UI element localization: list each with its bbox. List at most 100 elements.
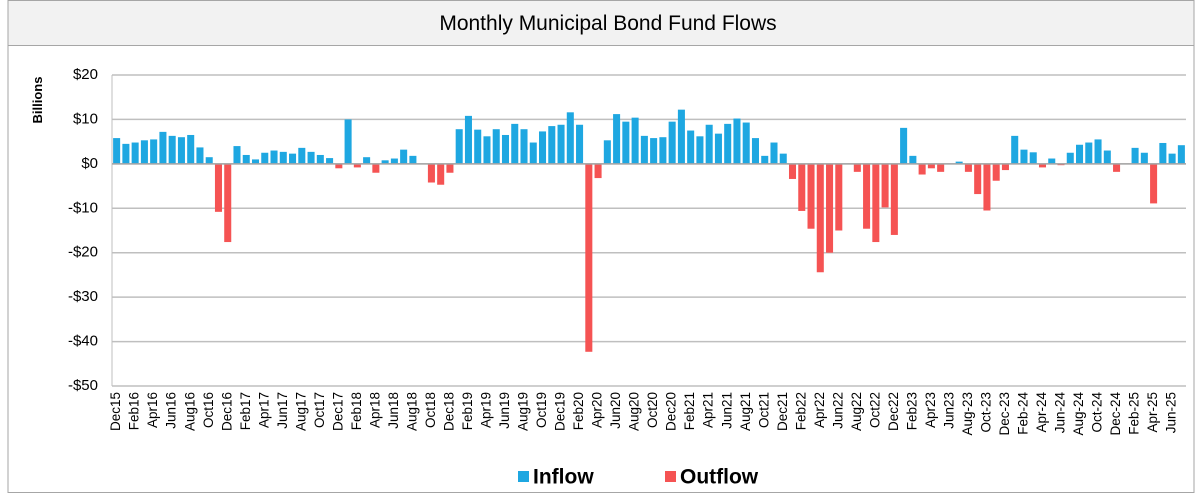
bar — [446, 163, 454, 173]
bar — [881, 163, 889, 208]
bar — [492, 129, 500, 164]
bar — [1011, 135, 1019, 164]
bar — [381, 160, 389, 164]
x-tick-label: Dec22 — [886, 392, 901, 431]
x-tick-label: Apr22 — [812, 392, 827, 428]
x-tick-label: Oct19 — [534, 392, 549, 428]
x-tick-label: Oct22 — [867, 392, 882, 428]
bar — [474, 129, 482, 164]
bar — [659, 137, 667, 164]
bar — [242, 154, 250, 164]
x-tick-label: Aug18 — [404, 392, 419, 431]
bar — [214, 163, 222, 212]
bar — [539, 131, 547, 164]
x-tick-label: Aug-23 — [960, 392, 975, 436]
x-tick-label: Oct16 — [201, 392, 216, 428]
x-tick-label: Feb21 — [682, 392, 697, 430]
x-tick-label: Oct-24 — [1090, 392, 1105, 433]
bar — [594, 163, 602, 179]
bar — [122, 143, 130, 164]
bar — [863, 163, 871, 229]
x-tick-label: Feb-25 — [1127, 392, 1142, 435]
bar — [1001, 163, 1009, 171]
bar — [761, 155, 769, 164]
bar — [326, 158, 334, 164]
bar — [1113, 163, 1121, 172]
bar — [909, 155, 917, 164]
x-tick-label: Oct18 — [423, 392, 438, 428]
bar — [937, 163, 945, 172]
bar — [289, 153, 297, 164]
bar — [640, 135, 648, 164]
y-tick-label: -$10 — [68, 199, 98, 216]
bar — [196, 147, 204, 164]
x-tick-label: Oct-23 — [979, 392, 994, 433]
bar — [751, 138, 759, 164]
bar — [1094, 139, 1102, 164]
y-tick-label: $20 — [73, 66, 98, 83]
bar — [427, 163, 435, 183]
title-bar — [7, 0, 1195, 46]
y-tick-label: $10 — [73, 110, 98, 127]
bar — [1066, 152, 1074, 164]
bar — [1103, 150, 1111, 164]
x-tick-label: Apr16 — [145, 392, 160, 428]
bar — [270, 150, 278, 164]
y-tick-label: -$50 — [68, 377, 98, 394]
x-tick-label: Apr18 — [367, 392, 382, 428]
x-tick-label: Oct20 — [645, 392, 660, 428]
x-tick-label: Jun-24 — [1053, 392, 1068, 434]
bar — [409, 155, 417, 164]
legend-swatch — [518, 471, 529, 482]
bar — [483, 136, 491, 164]
bar — [372, 163, 380, 173]
bar — [992, 163, 1000, 181]
bar — [529, 142, 537, 164]
bar — [1038, 163, 1047, 168]
bar — [557, 124, 565, 164]
bar — [955, 161, 963, 164]
x-tick-label: Jun-25 — [1164, 392, 1179, 433]
bar — [464, 115, 472, 164]
bar — [1150, 163, 1158, 204]
bar — [316, 154, 324, 164]
y-tick-label: $0 — [81, 155, 98, 172]
bar — [1177, 145, 1185, 164]
bar — [714, 133, 722, 164]
x-tick-label: Aug16 — [182, 392, 197, 431]
bar — [798, 163, 806, 211]
x-tick-label: Aug21 — [738, 392, 753, 431]
bar — [696, 136, 704, 164]
bar — [251, 159, 260, 164]
bar — [733, 118, 741, 164]
bar — [918, 163, 926, 175]
x-tick-label: Aug-24 — [1071, 392, 1086, 436]
y-tick-label: -$20 — [68, 244, 98, 261]
bar — [511, 123, 519, 164]
bar — [964, 163, 972, 172]
x-tick-label: Dec20 — [664, 392, 679, 431]
bar — [353, 163, 361, 168]
x-tick-label: Apr19 — [479, 392, 494, 428]
x-tick-label: Apr23 — [923, 392, 938, 428]
bar — [705, 124, 713, 164]
bar — [724, 123, 732, 164]
legend-swatch — [665, 471, 676, 482]
bar — [631, 117, 639, 164]
bar — [890, 163, 898, 235]
x-tick-label: Dec-24 — [1108, 392, 1123, 436]
x-tick-label: Jun16 — [164, 392, 179, 429]
x-tick-label: Aug20 — [627, 392, 642, 431]
y-axis-label: Billions — [30, 77, 45, 124]
x-tick-label: Feb-24 — [1016, 392, 1031, 435]
x-tick-label: Apr-24 — [1034, 392, 1049, 433]
bar — [177, 137, 185, 164]
bar — [520, 129, 528, 164]
x-tick-label: Aug22 — [849, 392, 864, 431]
x-tick-label: Feb23 — [904, 392, 919, 430]
bar — [668, 121, 676, 164]
bar — [390, 158, 398, 164]
x-tick-label: Feb18 — [349, 392, 364, 430]
legend-label: Outflow — [680, 466, 759, 489]
